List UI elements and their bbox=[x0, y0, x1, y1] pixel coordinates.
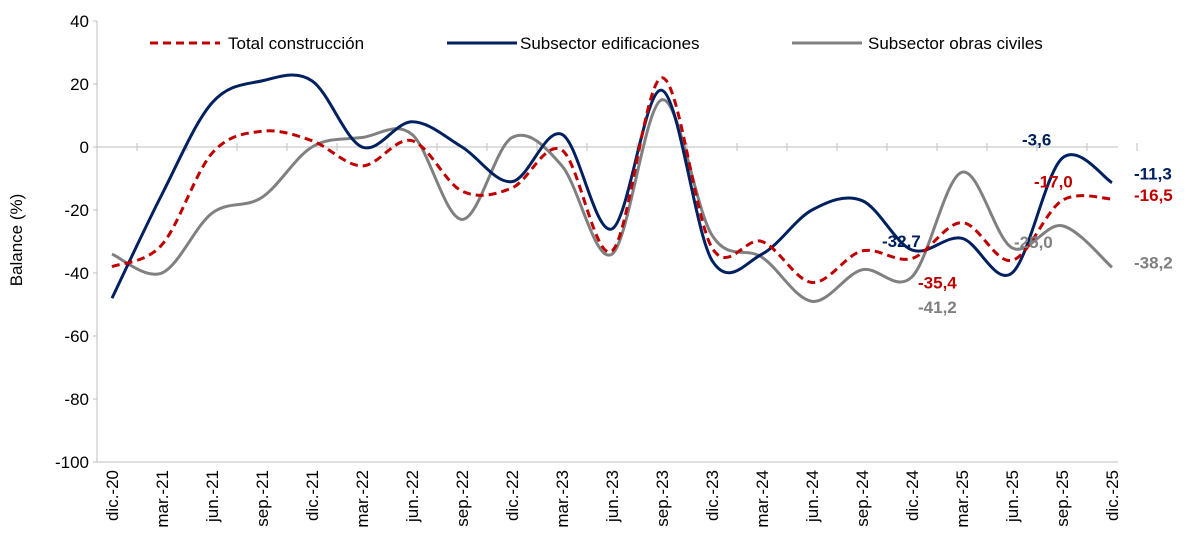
x-tick-label: jun.-25 bbox=[1003, 470, 1022, 523]
y-tick-label: 0 bbox=[80, 138, 89, 157]
value-label: -11,3 bbox=[1134, 165, 1172, 184]
value-label: -41,2 bbox=[918, 298, 957, 317]
y-tick-label: 40 bbox=[70, 12, 89, 31]
x-tick-label: sep.-22 bbox=[453, 470, 472, 527]
x-tick-label: jun.-21 bbox=[203, 470, 222, 523]
x-tick-label: dic.-25 bbox=[1103, 470, 1122, 521]
x-tick-label: mar.-22 bbox=[353, 470, 372, 528]
y-tick-label: 20 bbox=[70, 75, 89, 94]
x-tick-label: sep.-21 bbox=[253, 470, 272, 527]
x-tick-label: sep.-23 bbox=[653, 470, 672, 527]
value-label: -32,7 bbox=[882, 232, 921, 251]
x-tick-label: dic.-23 bbox=[703, 470, 722, 521]
x-tick-label: mar.-24 bbox=[753, 470, 772, 528]
series-line bbox=[111, 76, 1113, 284]
value-label: -38,2 bbox=[1134, 253, 1173, 272]
y-tick-label: -80 bbox=[64, 390, 89, 409]
y-axis-label: Balance (%) bbox=[7, 194, 26, 287]
y-tick-label: -20 bbox=[64, 201, 89, 220]
value-label: -16,5 bbox=[1134, 186, 1173, 205]
x-tick-label: dic.-22 bbox=[503, 470, 522, 521]
value-label: -25,0 bbox=[1014, 233, 1053, 252]
x-tick-label: sep.-25 bbox=[1053, 470, 1072, 527]
legend-label: Subsector obras civiles bbox=[868, 34, 1043, 53]
x-tick-label: jun.-23 bbox=[603, 470, 622, 523]
x-tick-label: jun.-24 bbox=[803, 470, 822, 523]
series-line bbox=[111, 98, 1114, 303]
value-label: -35,4 bbox=[918, 274, 957, 293]
legend-label: Subsector edificaciones bbox=[520, 34, 700, 53]
x-tick-label: dic.-21 bbox=[303, 470, 322, 521]
x-tick-label: mar.-25 bbox=[953, 470, 972, 528]
x-tick-label: mar.-23 bbox=[553, 470, 572, 528]
y-tick-label: -60 bbox=[64, 327, 89, 346]
y-tick-label: -40 bbox=[64, 264, 89, 283]
x-tick-label: sep.-24 bbox=[853, 470, 872, 527]
legend-label: Total construcción bbox=[228, 34, 364, 53]
x-tick-label: dic.-24 bbox=[903, 470, 922, 521]
value-label: -17,0 bbox=[1034, 173, 1073, 192]
value-label: -3,6 bbox=[1022, 130, 1051, 149]
x-tick-label: dic.-20 bbox=[103, 470, 122, 521]
y-tick-label: -100 bbox=[55, 453, 89, 472]
x-tick-label: mar.-21 bbox=[153, 470, 172, 528]
x-tick-label: jun.-22 bbox=[403, 470, 422, 523]
series-line bbox=[110, 73, 1113, 299]
